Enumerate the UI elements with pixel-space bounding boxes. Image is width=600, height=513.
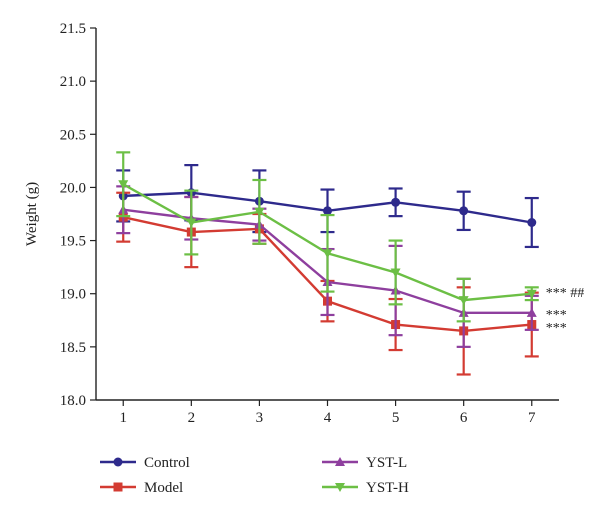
data-point [254, 207, 265, 217]
series-yst-h [116, 151, 539, 323]
data-point [322, 249, 333, 259]
data-point [458, 296, 469, 306]
legend: Control Model YST-L YST-H [100, 455, 409, 496]
legend-label: YST-H [366, 480, 409, 496]
x-tick-label: 5 [392, 410, 400, 426]
x-tick-label: 4 [324, 410, 332, 426]
y-tick-label: 18.5 [60, 340, 86, 356]
data-point [323, 206, 332, 216]
y-tick-label: 19.5 [60, 234, 86, 250]
legend-item-control: Control [100, 455, 190, 471]
data-point [186, 218, 197, 228]
y-tick-label: 18.0 [60, 393, 86, 409]
legend-item-yst-l: YST-L [322, 455, 407, 471]
data-point [118, 180, 129, 190]
data-point [391, 197, 401, 207]
legend-marker [113, 457, 123, 467]
y-axis-label: Weight (g) [24, 182, 40, 246]
y-tick-label: 20.0 [60, 180, 86, 196]
annotation-layer: *** ## ****** [546, 286, 585, 336]
data-point [459, 206, 469, 216]
legend-label: Model [144, 480, 183, 496]
x-tick-label: 3 [256, 410, 264, 426]
legend-label: YST-L [366, 455, 407, 471]
data-point [526, 289, 537, 299]
data-point [390, 268, 401, 278]
x-tick-label: 7 [528, 410, 536, 426]
significance-annotation: *** ## [546, 286, 585, 301]
y-tick-label: 20.5 [60, 127, 86, 143]
legend-item-yst-h: YST-H [322, 480, 409, 496]
y-tick-label: 21.5 [60, 21, 86, 37]
axes: 18.0 18.5 19.0 19.5 20.0 20.5 21.0 21.5 1 2 3 4 5 6 7 W… [24, 21, 559, 426]
series-layer [116, 151, 539, 376]
significance-annotation: *** [546, 321, 567, 336]
legend-marker [113, 482, 123, 492]
significance-annotation: *** [546, 308, 567, 323]
data-point [526, 307, 537, 317]
y-tick-label: 21.0 [60, 74, 86, 90]
y-tick-label: 19.0 [60, 287, 86, 303]
data-point [527, 218, 537, 228]
legend-item-model: Model [100, 480, 183, 496]
x-tick-label: 6 [460, 410, 468, 426]
legend-marker [335, 457, 345, 466]
legend-label: Control [144, 455, 190, 471]
x-tick-label: 2 [188, 410, 196, 426]
x-tick-label: 1 [119, 410, 127, 426]
legend-marker [335, 483, 345, 492]
